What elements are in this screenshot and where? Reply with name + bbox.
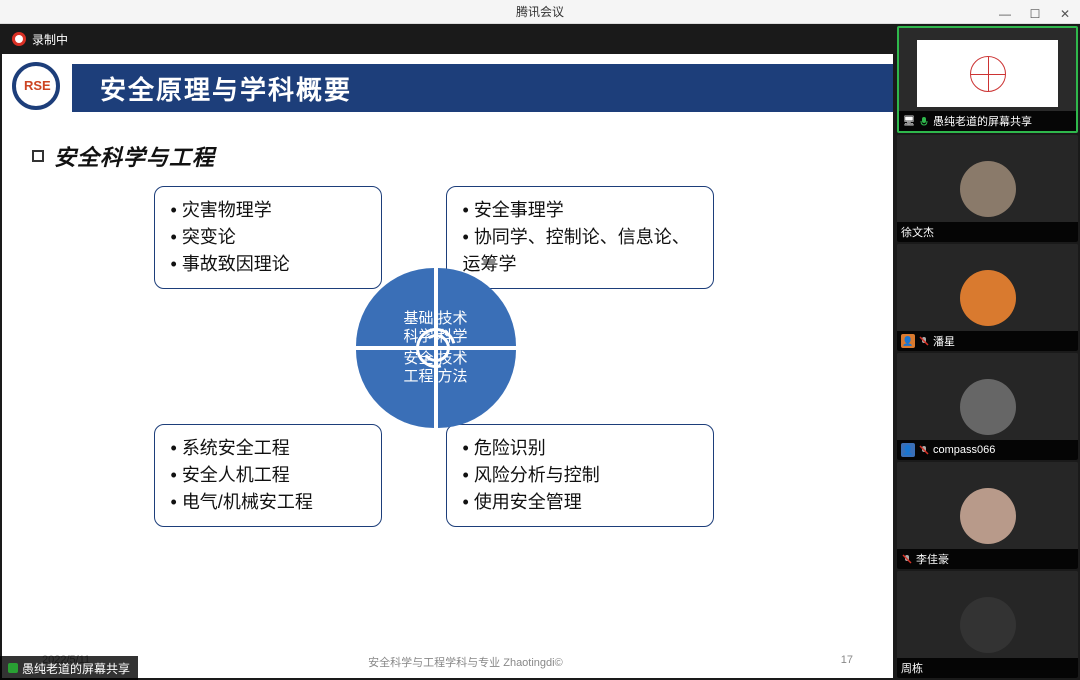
box-item: 事故致因理论 [171,251,365,278]
logo-text: RSE [24,78,51,93]
box-item: 安全事理学 [463,197,697,224]
participant-tile[interactable]: 李佳豪 [897,462,1078,569]
body-area: 录制中 RSE 安全原理与学科概要 安全科学与工程 [0,24,1080,680]
circle-diagram: 基础 科学 技术 科学 安全 工程 技术 方法 [356,268,516,428]
box-item: 风险分析与控制 [463,462,697,489]
slide-footer-center: 安全科学与工程学科与专业 Zhaotingdi© [368,654,563,670]
participant-name: 徐文杰 [901,224,1074,240]
participant-name: compass066 [933,444,1074,456]
recording-label: 录制中 [32,31,68,48]
participant-tile[interactable]: 周栋 [897,571,1078,678]
mic-muted-icon [918,335,930,347]
box-item: 突变论 [171,224,365,251]
box-top-left: 灾害物理学突变论事故致因理论 [154,186,382,289]
screen-share-icon: 🖥 [903,115,915,127]
window-title: 腾讯会议 [516,3,564,20]
participant-label: 李佳豪 [897,549,1078,569]
user-badge-icon: 👤 [901,443,915,457]
slide-header: RSE 安全原理与学科概要 [2,54,893,122]
participant-label: 徐文杰 [897,222,1078,242]
screen-share-thumbnail [917,40,1058,107]
slide-page-number: 17 [841,654,853,670]
participant-name: 李佳豪 [916,551,1074,567]
box-item: 安全人机工程 [171,462,365,489]
participant-tile[interactable]: 👤 compass066 [897,353,1078,460]
slide-title: 安全原理与学科概要 [100,70,352,107]
slide-title-bar: 安全原理与学科概要 [72,64,893,112]
participant-tile[interactable]: 👤 潘星 [897,244,1078,351]
box-bottom-left: 系统安全工程安全人机工程电气/机械安工程 [154,424,382,527]
slide-subtitle: 安全科学与工程 [54,140,215,172]
slide-logo: RSE [12,62,64,114]
window-controls: — ☐ ✕ [990,0,1080,28]
maximize-button[interactable]: ☐ [1020,0,1050,28]
box-item: 危险识别 [463,435,697,462]
participants-panel: 🖥 愚纯老道的屏幕共享徐文杰 👤 潘星 👤 compass066 李佳豪周栋 [895,24,1080,680]
participant-name: 潘星 [933,333,1074,349]
mic-muted-icon [901,553,913,565]
mic-icon [8,663,18,673]
bottom-status-bar: 愚纯老道的屏幕共享 [0,656,138,680]
participant-name: 愚纯老道的屏幕共享 [933,113,1072,129]
box-item: 灾害物理学 [171,197,365,224]
mic-muted-icon [918,444,930,456]
box-item: 系统安全工程 [171,435,365,462]
box-item: 使用安全管理 [463,489,697,516]
bullet-square-icon [32,150,44,162]
avatar [960,379,1016,435]
participant-label: 🖥 愚纯老道的屏幕共享 [899,111,1076,131]
app-window: 腾讯会议 — ☐ ✕ 录制中 RSE 安全原理与学科概要 [0,0,1080,680]
recording-bar: 录制中 [0,24,895,54]
box-bottom-right: 危险识别风险分析与控制使用安全管理 [446,424,714,527]
participant-label: 👤 潘星 [897,331,1078,351]
avatar [960,270,1016,326]
titlebar: 腾讯会议 — ☐ ✕ [0,0,1080,24]
minimize-button[interactable]: — [990,0,1020,28]
avatar [960,488,1016,544]
main-content: 录制中 RSE 安全原理与学科概要 安全科学与工程 [0,24,895,680]
subtitle-row: 安全科学与工程 [32,140,863,172]
avatar [960,597,1016,653]
close-button[interactable]: ✕ [1050,0,1080,28]
mic-on-icon [918,115,930,127]
participant-label: 👤 compass066 [897,440,1078,460]
participant-tile[interactable]: 🖥 愚纯老道的屏幕共享 [897,26,1078,133]
participant-tile[interactable]: 徐文杰 [897,135,1078,242]
participant-label: 周栋 [897,658,1078,678]
user-badge-icon: 👤 [901,334,915,348]
slide-body: 安全科学与工程 灾害物理学突变论事故致因理论 安全事理学协同学、控制论、信息论、… [2,122,893,554]
participant-name: 周栋 [901,660,1074,676]
box-item: 电气/机械安工程 [171,489,365,516]
recording-icon [12,32,26,46]
shared-slide: RSE 安全原理与学科概要 安全科学与工程 灾害物理学突变论事故致因理论 安全事… [2,54,893,678]
sharing-user-label: 愚纯老道的屏幕共享 [22,660,130,677]
avatar [960,161,1016,217]
diagram: 灾害物理学突变论事故致因理论 安全事理学协同学、控制论、信息论、运筹学 系统安全… [68,184,828,544]
